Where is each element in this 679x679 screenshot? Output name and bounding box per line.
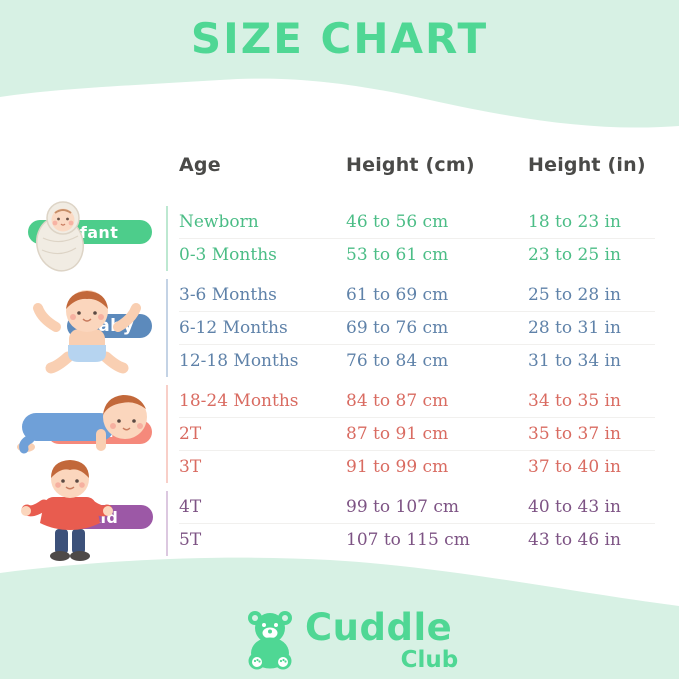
group-label-infant: Infant bbox=[0, 201, 166, 272]
infant-rows: Newborn 46 to 56 cm 18 to 23 in 0-3 Mont… bbox=[166, 206, 655, 271]
table-row: 2T 87 to 91 cm 35 to 37 in bbox=[179, 417, 655, 450]
cell-age: 5T bbox=[179, 530, 202, 550]
cell-height-in: 18 to 23 in bbox=[528, 212, 621, 232]
header-age: Age bbox=[179, 154, 221, 176]
cell-age: 3-6 Months bbox=[179, 285, 277, 305]
table-row: 4T 99 to 107 cm 40 to 43 in bbox=[179, 491, 655, 523]
brand-suffix: Club bbox=[400, 646, 459, 673]
teddy-bear-icon bbox=[248, 611, 292, 670]
standing-kid-icon bbox=[21, 460, 113, 561]
group-label-kid: Kid bbox=[0, 460, 166, 561]
cell-age: 12-18 Months bbox=[179, 351, 299, 371]
header-height-cm: Height (cm) bbox=[346, 154, 475, 176]
table-row: 3T 91 to 99 cm 37 to 40 in bbox=[179, 450, 655, 483]
table-row: 12-18 Months 76 to 84 cm 31 to 34 in bbox=[179, 344, 655, 377]
group-label-toddler: Toddler bbox=[0, 385, 166, 483]
cell-age: 6-12 Months bbox=[179, 318, 288, 338]
group-toddler: Toddler 18-24 Months 84 to 87 cm 34 to bbox=[0, 385, 679, 483]
cell-height-cm: 61 to 69 cm bbox=[346, 285, 449, 305]
bottom-wave-band bbox=[0, 557, 679, 679]
cell-height-in: 34 to 35 in bbox=[528, 391, 621, 411]
swaddled-infant-icon bbox=[35, 201, 85, 272]
table-row: 0-3 Months 53 to 61 cm 23 to 25 in bbox=[179, 238, 655, 271]
cell-age: 18-24 Months bbox=[179, 391, 299, 411]
cell-height-cm: 53 to 61 cm bbox=[346, 245, 449, 265]
cell-height-in: 25 to 28 in bbox=[528, 285, 621, 305]
table-row: Newborn 46 to 56 cm 18 to 23 in bbox=[179, 206, 655, 238]
table-row: 18-24 Months 84 to 87 cm 34 to 35 in bbox=[179, 385, 655, 417]
group-baby: Baby 3-6 Months 61 to 69 cm bbox=[0, 279, 679, 377]
cell-height-in: 31 to 34 in bbox=[528, 351, 621, 371]
cell-height-cm: 91 to 99 cm bbox=[346, 457, 449, 477]
header-height-in: Height (in) bbox=[528, 154, 646, 176]
group-label-baby: Baby bbox=[0, 279, 166, 377]
kid-rows: 4T 99 to 107 cm 40 to 43 in 5T 107 to 11… bbox=[166, 491, 655, 556]
cell-age: 3T bbox=[179, 457, 202, 477]
size-table: Age Height (cm) Height (in) Infant bbox=[0, 148, 679, 561]
brand-name: Cuddle bbox=[305, 606, 453, 649]
table-row: 6-12 Months 69 to 76 cm 28 to 31 in bbox=[179, 311, 655, 344]
cell-height-cm: 99 to 107 cm bbox=[346, 497, 459, 517]
cell-height-cm: 87 to 91 cm bbox=[346, 424, 449, 444]
cell-height-in: 37 to 40 in bbox=[528, 457, 621, 477]
group-infant: Infant Newborn 46 to 56 cm 18 to 23 in bbox=[0, 201, 679, 272]
cell-height-cm: 69 to 76 cm bbox=[346, 318, 449, 338]
cell-age: Newborn bbox=[179, 212, 259, 232]
group-kid: Kid 4T bbox=[0, 460, 679, 561]
cell-height-cm: 107 to 115 cm bbox=[346, 530, 470, 550]
cell-height-in: 43 to 46 in bbox=[528, 530, 621, 550]
cell-height-cm: 84 to 87 cm bbox=[346, 391, 449, 411]
logo-text: Cuddle Club bbox=[305, 606, 458, 672]
page-title: SIZE CHART bbox=[190, 14, 489, 63]
toddler-rows: 18-24 Months 84 to 87 cm 34 to 35 in 2T … bbox=[166, 385, 655, 483]
cell-age: 0-3 Months bbox=[179, 245, 277, 265]
cell-age: 2T bbox=[179, 424, 202, 444]
cell-height-in: 28 to 31 in bbox=[528, 318, 621, 338]
cell-height-cm: 76 to 84 cm bbox=[346, 351, 449, 371]
cell-height-in: 40 to 43 in bbox=[528, 497, 621, 517]
table-row: 5T 107 to 115 cm 43 to 46 in bbox=[179, 523, 655, 556]
baby-rows: 3-6 Months 61 to 69 cm 25 to 28 in 6-12 … bbox=[166, 279, 655, 377]
crawling-toddler-icon bbox=[17, 395, 147, 454]
cell-age: 4T bbox=[179, 497, 202, 517]
sitting-baby-icon bbox=[33, 290, 141, 374]
table-header-row: Age Height (cm) Height (in) bbox=[179, 148, 679, 182]
table-row: 3-6 Months 61 to 69 cm 25 to 28 in bbox=[179, 279, 655, 311]
cell-height-in: 35 to 37 in bbox=[528, 424, 621, 444]
top-wave-band bbox=[0, 0, 679, 128]
brand-logo: Cuddle Club bbox=[240, 606, 458, 673]
cell-height-cm: 46 to 56 cm bbox=[346, 212, 449, 232]
cell-height-in: 23 to 25 in bbox=[528, 245, 621, 265]
